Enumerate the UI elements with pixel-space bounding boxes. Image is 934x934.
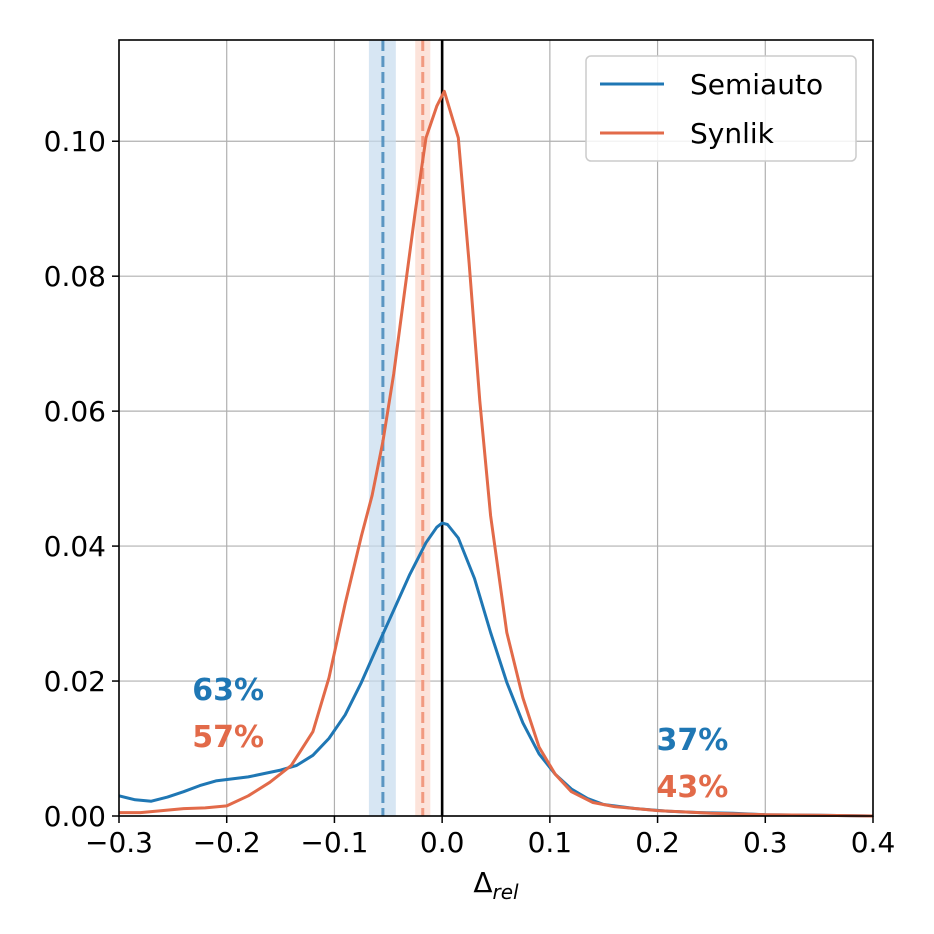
legend-label-semiauto: Semiauto [690,68,823,101]
annotation-percent: 37% [656,723,728,758]
x-tick-label: 0.2 [635,826,680,859]
y-tick-label: 0.08 [44,260,106,293]
x-tick-label: −0.2 [193,826,261,859]
legend-box [585,55,857,162]
ci-bands [368,40,431,816]
series-line-synlik [119,89,874,818]
axis-ticks: −0.3 −0.2 −0.1 0.0 0.1 0.2 0.3 0.4 0.00 0.02 0.04 0… [44,125,896,859]
annotation-percent: 43% [656,770,728,805]
x-tick-label: 0.4 [851,826,896,859]
x-tick-label: 0.1 [528,826,573,859]
annotations: 63% 57% 37% 43% [192,673,728,805]
x-tick-label: −0.1 [300,826,368,859]
legend-label-synlik: Synlik [690,117,775,150]
annotation-percent: 63% [192,673,264,708]
y-tick-label: 0.06 [44,395,106,428]
y-tick-label: 0.00 [44,800,106,833]
series-lines [118,89,874,818]
y-tick-label: 0.02 [44,665,106,698]
x-tick-label: 0.0 [420,826,465,859]
series-line-semiauto [118,521,874,818]
y-tick-label: 0.04 [44,530,106,563]
plot-frame [118,39,874,817]
x-axis-label: Δrel [473,866,519,904]
x-tick-label: 0.3 [743,826,788,859]
y-tick-label: 0.10 [44,125,106,158]
x-tick-label: −0.3 [85,826,153,859]
legend: Semiauto Synlik [585,55,857,162]
x-axis-label-main: Δ [473,866,492,899]
annotation-percent: 57% [192,720,264,755]
x-axis-label-sub: rel [493,880,520,904]
